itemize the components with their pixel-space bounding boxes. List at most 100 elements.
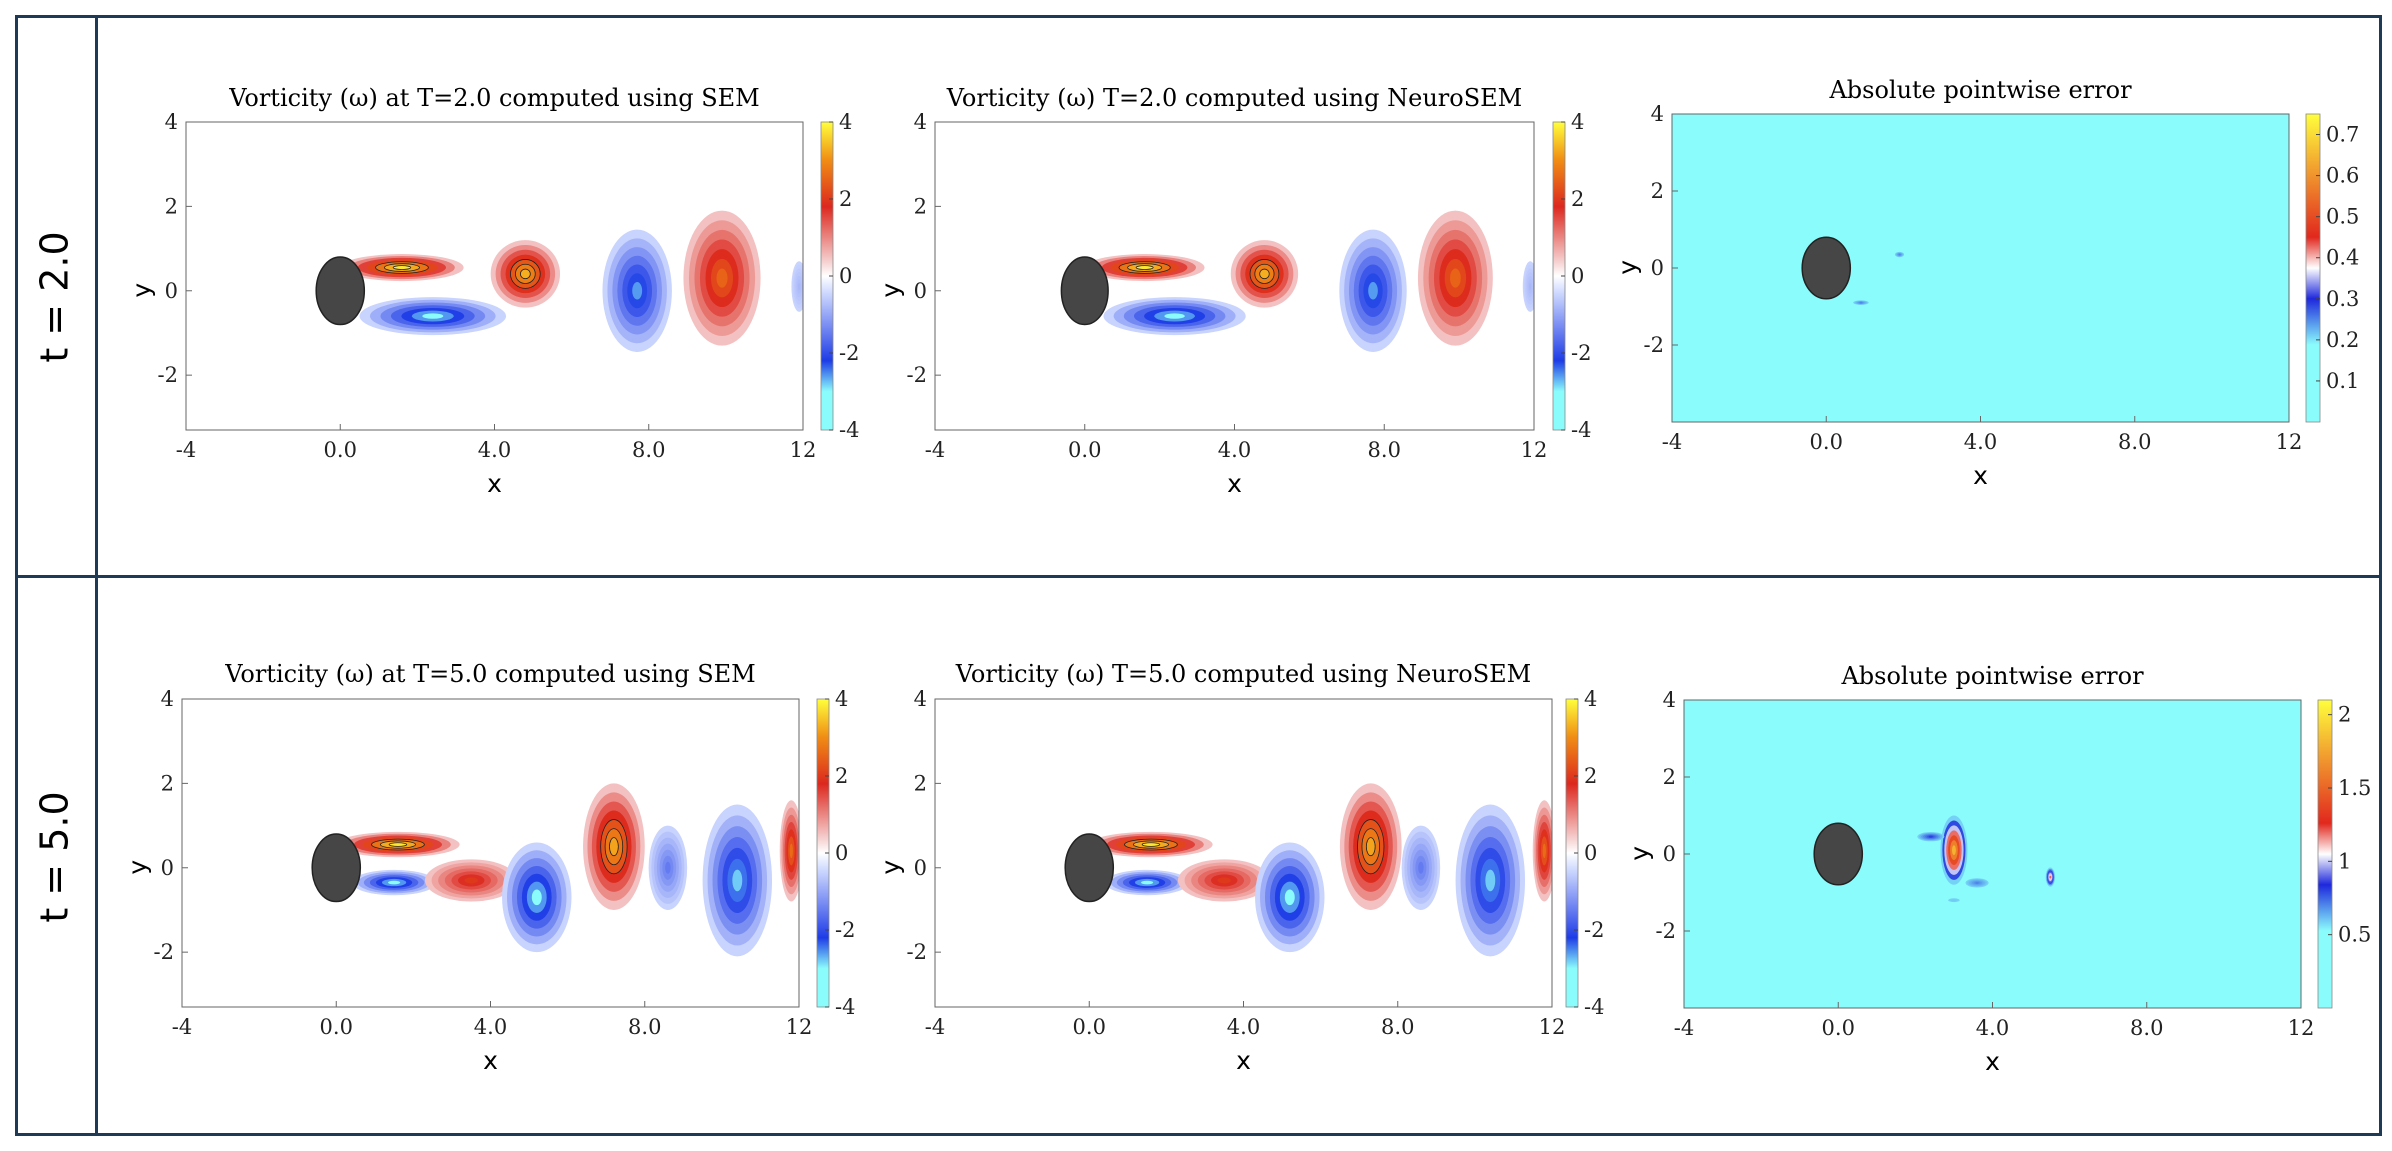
- chart-title: Absolute pointwise error: [1840, 662, 2144, 690]
- colorbar-tick-label: 4: [835, 687, 848, 711]
- x-tick-label: 0.0: [1073, 1015, 1106, 1039]
- y-tick-label: 2: [1651, 179, 1664, 203]
- colorbar-bar: [2305, 113, 2321, 423]
- colorbar-tick-label: 2: [839, 187, 852, 211]
- x-axis-label: x: [483, 1046, 498, 1075]
- colorbar-tick-label: 4: [1571, 110, 1584, 134]
- x-tick-label: 0.0: [1822, 1016, 1855, 1040]
- vortex-4-level-6: [1450, 268, 1461, 288]
- vortex-4-level-6: [609, 837, 619, 857]
- y-tick-label: 0: [165, 279, 178, 303]
- x-tick-label: 8.0: [628, 1015, 661, 1039]
- chart-panel-0: Vorticity (ω) at T=2.0 computed using SE…: [127, 84, 859, 498]
- vortex-2-level-6: [1217, 877, 1231, 884]
- colorbar-tick-label: 2: [2338, 703, 2351, 727]
- cylinder: [311, 833, 362, 903]
- x-tick-label: 12: [2276, 430, 2303, 454]
- x-axis-label: x: [1227, 469, 1242, 498]
- vortex-0-level-6: [392, 265, 412, 270]
- x-tick-label: -4: [172, 1015, 192, 1039]
- chart-title: Absolute pointwise error: [1828, 76, 2132, 104]
- colorbar-tick-label: 1: [2338, 849, 2351, 873]
- vortex-3-level-6: [531, 889, 542, 906]
- field: [340, 210, 803, 352]
- x-tick-label: 0.0: [1810, 430, 1843, 454]
- colorbar-tick-label: -4: [835, 995, 855, 1019]
- x-tick-label: 12: [1539, 1015, 1566, 1039]
- y-axis-label: y: [127, 283, 156, 298]
- vortex-7-level-6: [1542, 843, 1546, 859]
- y-tick-label: 4: [165, 110, 178, 134]
- y-axis-label: y: [876, 283, 905, 298]
- y-tick-label: 2: [161, 771, 174, 795]
- colorbar-tick-label: -4: [1571, 418, 1591, 442]
- colorbar-tick-label: 0.1: [2326, 369, 2359, 393]
- field: [336, 783, 799, 957]
- colorbar-tick-label: 4: [839, 110, 852, 134]
- y-tick-label: 0: [1651, 256, 1664, 280]
- vortex-0-level-6: [1141, 842, 1161, 847]
- colorbar-tick-label: 2: [835, 764, 848, 788]
- colorbar-tick-label: -4: [1584, 995, 1604, 1019]
- field: [1853, 251, 1905, 305]
- x-tick-label: 4.0: [1976, 1016, 2009, 1040]
- x-tick-label: 4.0: [1964, 430, 1997, 454]
- vortex-3-level-6: [1284, 889, 1295, 906]
- colorbar-tick-label: 0.3: [2326, 287, 2359, 311]
- x-tick-label: 0.0: [320, 1015, 353, 1039]
- vortex-1-level-6: [1259, 268, 1270, 280]
- x-tick-label: -4: [925, 1015, 945, 1039]
- vortex-0-level-6: [1135, 265, 1154, 270]
- y-tick-label: -2: [154, 940, 174, 964]
- colorbar-tick-label: 0: [835, 841, 848, 865]
- cylinder: [1813, 822, 1864, 886]
- chart-panel-4: Vorticity (ω) T=5.0 computed using Neuro…: [876, 660, 1604, 1075]
- vortex-3-level-6: [1368, 282, 1378, 300]
- y-tick-label: 4: [914, 110, 927, 134]
- x-tick-label: 8.0: [2118, 430, 2151, 454]
- row-divider: [15, 575, 2382, 578]
- colorbar-tick-label: 1.5: [2338, 776, 2371, 800]
- x-tick-label: 0.0: [324, 438, 357, 462]
- colorbar-tick-label: -2: [1584, 918, 1604, 942]
- x-tick-label: -4: [1674, 1016, 1694, 1040]
- vortex-6-level-6: [1485, 869, 1496, 892]
- y-tick-label: 2: [914, 194, 927, 218]
- vortex-7-level-6: [789, 843, 793, 859]
- x-axis-label: x: [1985, 1047, 2000, 1076]
- x-tick-label: 4.0: [478, 438, 511, 462]
- cylinder: [1801, 236, 1852, 300]
- colorbar-tick-label: 0: [1584, 841, 1597, 865]
- chart-title: Vorticity (ω) T=2.0 computed using Neuro…: [946, 84, 1522, 112]
- colorbar-bar: [2317, 699, 2333, 1009]
- x-tick-label: -4: [925, 438, 945, 462]
- x-tick-label: 4.0: [1227, 1015, 1260, 1039]
- x-tick-label: 4.0: [474, 1015, 507, 1039]
- vortex-2-level-6: [1164, 313, 1185, 319]
- x-tick-label: -4: [176, 438, 196, 462]
- vortex-1-level-6: [1859, 301, 1863, 304]
- plot-area: [935, 699, 1552, 1007]
- y-tick-label: 0: [914, 856, 927, 880]
- vortex-4-level-6: [1952, 899, 1955, 902]
- field: [1089, 783, 1552, 957]
- chart-title: Vorticity (ω) at T=2.0 computed using SE…: [228, 84, 759, 112]
- x-tick-label: -4: [1662, 430, 1682, 454]
- cylinder: [1064, 833, 1115, 903]
- y-tick-label: -2: [158, 363, 178, 387]
- vortex-3-level-6: [2049, 875, 2052, 879]
- vortex-4-level-6: [1365, 837, 1376, 857]
- y-tick-label: 0: [1663, 842, 1676, 866]
- y-tick-label: 2: [914, 771, 927, 795]
- vortex-0-level-6: [388, 842, 408, 847]
- x-tick-label: 12: [2288, 1016, 2315, 1040]
- colorbar-tick-label: 0.4: [2326, 246, 2359, 270]
- x-axis-label: x: [487, 469, 502, 498]
- colorbar-tick-label: 0.2: [2326, 328, 2359, 352]
- cylinder: [315, 256, 366, 326]
- vortex-1-level-6: [519, 268, 531, 280]
- x-tick-label: 12: [790, 438, 817, 462]
- y-tick-label: 4: [1663, 688, 1676, 712]
- colorbar: 4 2 0 -2 -4: [820, 110, 859, 442]
